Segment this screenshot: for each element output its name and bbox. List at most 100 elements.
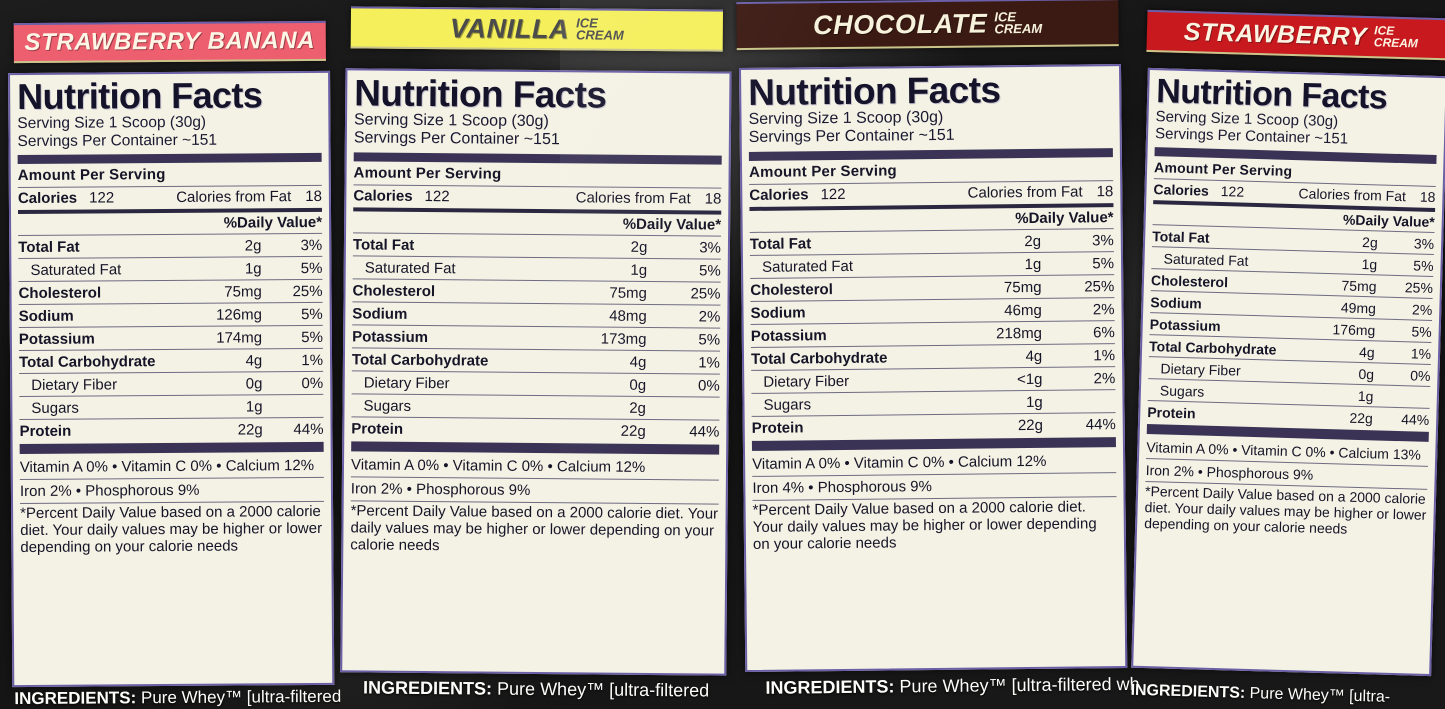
ingredients-line-3: INGREDIENTS: Pure Whey™ [ultra- — [1130, 682, 1445, 709]
nutrient-row: Potassium 173mg 5% — [352, 326, 720, 351]
calories-row: Calories 122 Calories from Fat 18 — [18, 188, 322, 207]
nutrient-daily-value: 1% — [301, 352, 324, 370]
nutrient-amount: 75mg — [1341, 277, 1377, 295]
nutrition-facts-panel-0: Nutrition Facts Serving Size 1 Scoop (30g… — [8, 70, 335, 688]
nutrient-row: Sodium 48mg 2% — [352, 303, 720, 328]
nutrient-amount: 2g — [1361, 234, 1378, 251]
nutrient-amount: 4g — [1358, 344, 1375, 361]
nutrient-daily-value: 44% — [689, 423, 720, 442]
nutrient-row: Saturated Fat 1g 5% — [353, 257, 721, 282]
nutrient-daily-value: 2% — [1093, 370, 1116, 388]
nutrition-facts-panel-3: Nutrition Facts Serving Size 1 Scoop (30g… — [1131, 67, 1445, 677]
divider-rule — [353, 152, 722, 166]
nutrient-row: Total Carbohydrate 4g 1% — [352, 349, 720, 374]
nutrient-name: Saturated Fat — [1163, 250, 1249, 270]
nutrition-facts-title: Nutrition Facts — [17, 74, 263, 118]
nutrient-name: Sodium — [18, 307, 74, 326]
nutrient-daily-value: 3% — [699, 239, 722, 258]
nutrient-row: Dietary Fiber 0g 0% — [352, 372, 720, 397]
nutrient-name: Potassium — [750, 327, 827, 346]
flavor-panel-0: STRAWBERRY BANANA Nutrition Facts Serving … — [0, 0, 340, 709]
ingredients-text: Pure Whey™ [ultra-filtered — [492, 678, 710, 701]
flavor-banner-0: STRAWBERRY BANANA — [13, 20, 326, 64]
vitamins-line-1: Vitamin A 0% • Vitamin C 0% • Calcium 12… — [350, 456, 646, 477]
calories-label: Calories — [353, 187, 413, 206]
calories-row: Calories 122 Calories from Fat 18 — [749, 184, 1113, 205]
nutrient-row: Protein 22g 44% — [351, 418, 719, 443]
nutrient-amount: 49mg — [1340, 299, 1377, 317]
nutrition-facts-title: Nutrition Facts — [354, 72, 607, 116]
nutrient-amount: 126mg — [215, 306, 262, 324]
calories-from-fat-label: Calories from Fat — [967, 183, 1083, 203]
nutrient-daily-value: 5% — [698, 331, 721, 350]
nutrient-name: Total Carbohydrate — [750, 349, 888, 369]
calories-row: Calories 122 Calories from Fat 18 — [353, 188, 721, 208]
nutrient-daily-value: 5% — [300, 306, 323, 324]
nutrient-amount: 48mg — [609, 308, 647, 326]
flavor-subtitle-line-cream: CREAM — [1373, 35, 1419, 51]
flavor-banner-1: VANILLA ICE CREAM — [350, 6, 724, 52]
nutrient-daily-value: 0% — [301, 375, 324, 393]
nutrient-name: Cholesterol — [750, 281, 833, 300]
nutrient-name: Cholesterol — [18, 284, 102, 303]
nutrient-daily-value: 0% — [1410, 367, 1431, 385]
nutrient-amount: 4g — [245, 352, 263, 370]
nutrient-amount: 2g — [244, 237, 262, 255]
nutrient-daily-value: 2% — [1411, 301, 1433, 319]
flavor-subtitle: ICE CREAM — [994, 9, 1043, 37]
nutrient-amount: 1g — [245, 398, 263, 416]
nutrient-daily-value — [646, 413, 720, 414]
nutrient-name: Cholesterol — [352, 282, 436, 301]
nutrient-name: Total Fat — [749, 235, 812, 254]
ingredients-line-2: INGREDIENTS: Pure Whey™ [ultra-filtered … — [765, 674, 1139, 699]
ingredients-text: Pure Whey™ [ultra- — [1244, 684, 1391, 706]
nutrient-daily-value: 25% — [1084, 278, 1115, 296]
nutrient-daily-value: 0% — [697, 377, 720, 396]
nutrient-name: Total Fat — [1152, 228, 1210, 246]
nutrition-facts-panel-1: Nutrition Facts Serving Size 1 Scoop (30g… — [340, 68, 732, 676]
nutrient-amount: 46mg — [1004, 302, 1042, 320]
panel-inner: VANILLA ICE CREAM Nutrition Facts Serving Si… — [335, 0, 741, 709]
nutrient-daily-value: 5% — [300, 260, 323, 278]
nutrient-name: Protein — [19, 423, 72, 441]
ingredients-text: Pure Whey™ [ultra-filtered whey — [894, 673, 1140, 697]
nutrient-name: Protein — [351, 420, 404, 439]
nutrient-daily-value: 5% — [1411, 323, 1432, 341]
nutrient-amount: 2g — [630, 239, 648, 257]
nutrient-amount: <1g — [1016, 371, 1043, 389]
nutrient-amount: 1g — [1025, 394, 1043, 412]
nutrient-row: Total Carbohydrate 4g 1% — [19, 349, 323, 373]
ingredients-label: INGREDIENTS: — [1130, 681, 1246, 702]
calories-value: 122 — [820, 186, 846, 204]
nutrient-name: Potassium — [352, 328, 429, 347]
vitamins-line-1: Vitamin A 0% • Vitamin C 0% • Calcium 12… — [752, 453, 1047, 474]
nutrient-row: Sugars 2g — [351, 395, 719, 420]
nutrient-amount: 4g — [629, 354, 647, 372]
flavor-name: STRAWBERRY BANANA — [24, 26, 316, 57]
divider-rule — [751, 437, 1116, 452]
nutrient-name: Dietary Fiber — [1160, 360, 1241, 379]
nutrient-daily-value: 1% — [1410, 345, 1432, 363]
nutrient-amount: 2g — [629, 400, 647, 418]
nutrient-amount: 1g — [1357, 388, 1374, 405]
flavor-subtitle-line-cream: CREAM — [994, 20, 1043, 37]
nutrient-daily-value — [1043, 407, 1116, 408]
nutrient-daily-value: 3% — [300, 237, 323, 255]
amount-per-serving-label: Amount Per Serving — [748, 162, 897, 182]
nutrient-name: Dietary Fiber — [363, 374, 450, 393]
calories-label: Calories — [17, 189, 78, 208]
nutrient-name: Sodium — [352, 305, 408, 324]
nutrient-name: Dietary Fiber — [31, 376, 118, 395]
calories-from-fat-value: 18 — [305, 188, 322, 206]
nutrient-row: Total Fat 2g 3% — [353, 234, 721, 259]
daily-value-header: %Daily Value* — [223, 214, 323, 232]
nutrient-row: Protein 22g 44% — [752, 414, 1116, 440]
flavor-subtitle: ICE CREAM — [576, 15, 624, 43]
nutrient-daily-value — [1373, 402, 1429, 404]
nutrient-daily-value: 6% — [1093, 324, 1115, 342]
ingredients-line-1: INGREDIENTS: Pure Whey™ [ultra-filtered — [363, 677, 741, 701]
nutrient-amount: 22g — [1349, 409, 1374, 427]
nutrient-daily-value: 3% — [1092, 232, 1114, 250]
nutrient-row: Potassium 174mg 5% — [19, 326, 323, 350]
nutrient-name: Potassium — [1149, 316, 1221, 335]
